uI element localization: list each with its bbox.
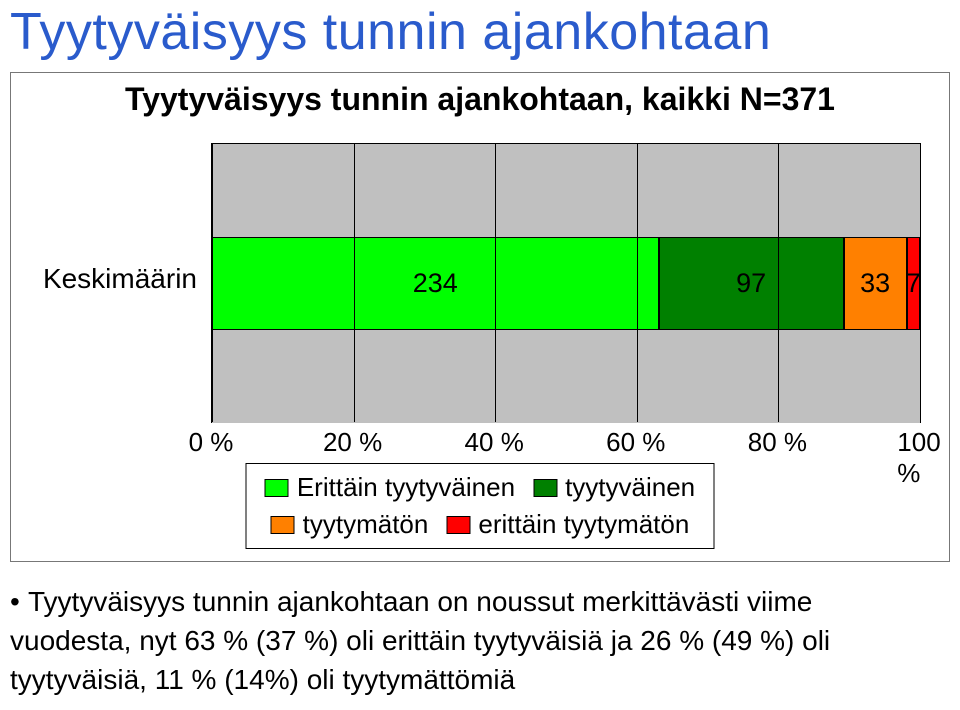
grid-line <box>354 144 355 422</box>
plot-bg-bottom <box>212 330 920 423</box>
chart-title: Tyytyväisyys tunnin ajankohtaan, kaikki … <box>11 81 949 118</box>
plot-area: 23497337 <box>211 143 921 423</box>
x-axis-tick: 0 % <box>189 427 234 458</box>
legend-item: Erittäin tyytyväinen <box>265 472 515 503</box>
page-title: Tyytyväisyys tunnin ajankohtaan <box>10 2 771 62</box>
bullet-content: Tyytyväisyys tunnin ajankohtaan on nouss… <box>10 586 830 695</box>
grid-line <box>778 144 779 422</box>
bullet-dot: • <box>10 582 28 621</box>
x-axis-labels: 0 %20 %40 %60 %80 %100 % <box>211 427 921 463</box>
x-axis-tick: 100 % <box>897 427 940 489</box>
bar-segment: 7 <box>907 237 920 330</box>
x-axis-tick: 60 % <box>606 427 665 458</box>
legend-label: tyytyväinen <box>565 472 695 503</box>
legend-label: Erittäin tyytyväinen <box>297 472 515 503</box>
x-axis-tick: 80 % <box>748 427 807 458</box>
legend-item: tyytymätön <box>271 509 429 540</box>
x-axis-tick: 20 % <box>323 427 382 458</box>
chart-container: Tyytyväisyys tunnin ajankohtaan, kaikki … <box>10 72 950 562</box>
x-axis-tick: 40 % <box>465 427 524 458</box>
grid-line <box>920 144 921 422</box>
plot-bg-top <box>212 144 920 237</box>
grid-line <box>637 144 638 422</box>
legend-swatch <box>446 516 470 534</box>
legend-label: tyytymätön <box>303 509 429 540</box>
bar-segment: 234 <box>212 237 659 330</box>
legend-label: erittäin tyytymätön <box>478 509 689 540</box>
bar-segment: 97 <box>659 237 844 330</box>
legend-swatch <box>265 479 289 497</box>
bar-segment: 33 <box>844 237 907 330</box>
grid-line <box>212 144 213 422</box>
bullet-text: •Tyytyväisyys tunnin ajankohtaan on nous… <box>10 582 940 700</box>
category-label: Keskimäärin <box>27 263 197 295</box>
grid-line <box>495 144 496 422</box>
legend-swatch <box>271 516 295 534</box>
legend-item: erittäin tyytymätön <box>446 509 689 540</box>
legend-item: tyytyväinen <box>533 472 695 503</box>
legend-swatch <box>533 479 557 497</box>
legend: Erittäin tyytyväinen tyytyväinen tyytymätö… <box>246 463 715 549</box>
bar-row: 23497337 <box>212 237 920 330</box>
